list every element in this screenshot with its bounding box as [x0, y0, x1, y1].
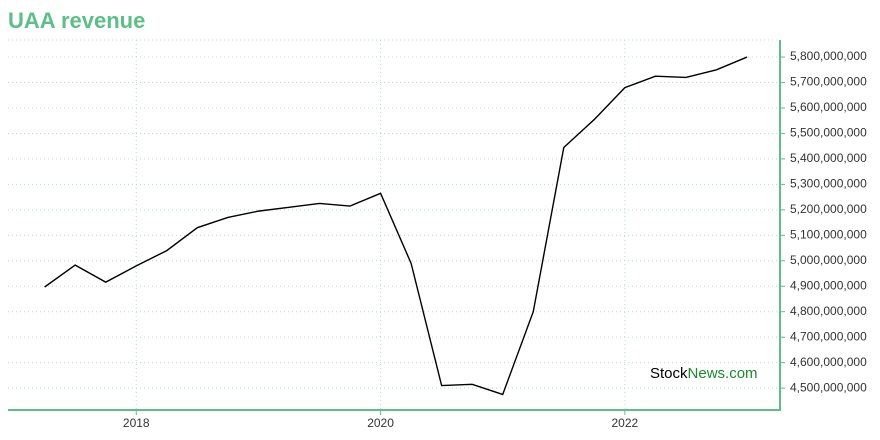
y-tick-label: 5,600,000,000	[790, 100, 867, 114]
y-tick-label: 5,000,000,000	[790, 253, 867, 267]
watermark-highlight: News.com	[688, 365, 758, 382]
y-tick-label: 5,800,000,000	[790, 49, 867, 63]
y-tick-label: 5,300,000,000	[790, 177, 867, 191]
x-tick-label: 2018	[123, 416, 150, 430]
watermark-brand: Stock	[650, 365, 688, 382]
y-tick-label: 4,900,000,000	[790, 278, 867, 292]
y-tick-label: 5,500,000,000	[790, 126, 867, 140]
y-tick-label: 5,700,000,000	[790, 75, 867, 89]
watermark: StockNews.com	[650, 365, 758, 382]
y-tick-label: 5,400,000,000	[790, 151, 867, 165]
y-tick-label: 4,700,000,000	[790, 329, 867, 343]
line	[44, 56, 748, 396]
y-tick-label: 5,200,000,000	[790, 202, 867, 216]
chart-title: UAA revenue	[8, 8, 145, 33]
y-tick-label: 4,600,000,000	[790, 355, 867, 369]
y-tick-label: 4,800,000,000	[790, 304, 867, 318]
x-tick-label: 2020	[367, 416, 394, 430]
y-tick-label: 5,100,000,000	[790, 227, 867, 241]
x-tick-label: 2022	[612, 416, 639, 430]
y-tick-label: 4,500,000,000	[790, 380, 867, 394]
